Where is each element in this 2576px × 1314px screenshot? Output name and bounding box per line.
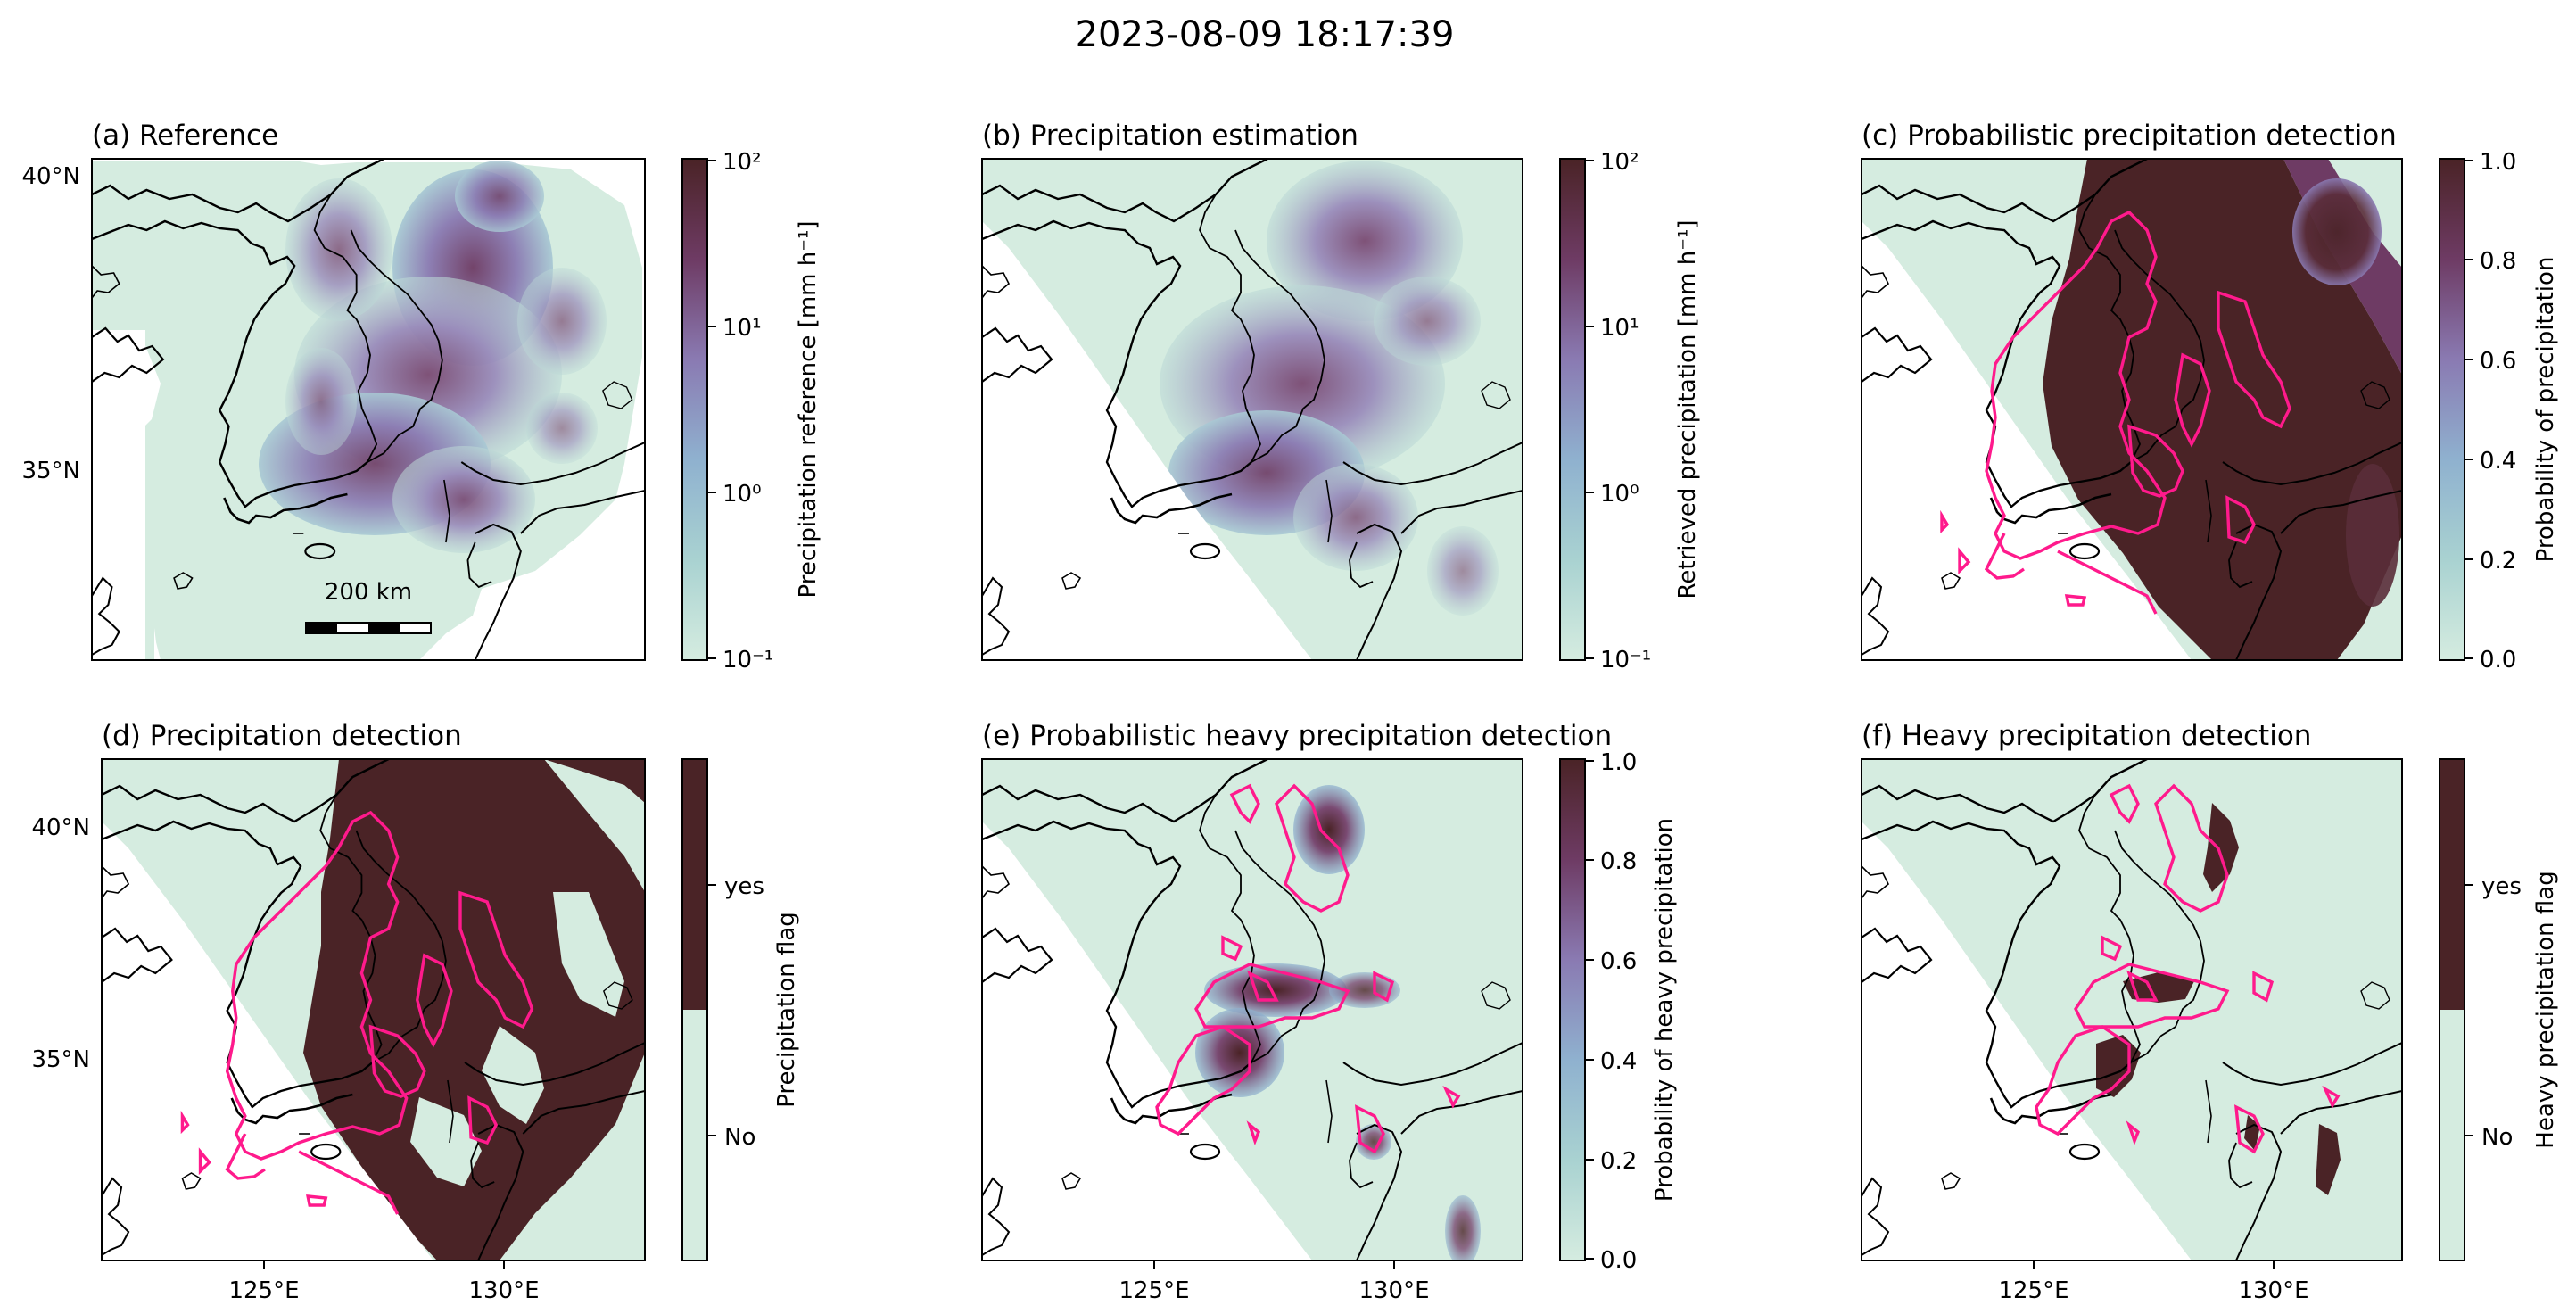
lon-label-130e-d: 130°E [468, 1277, 539, 1304]
panel-c-title: (c) Probabilistic precipitation detectio… [1862, 120, 2397, 152]
colorbar-e-tick-0-4: 0.4 [1600, 1048, 1637, 1075]
panel-d: (d) Precipitation detection 40°N 35°N 12… [31, 720, 800, 1304]
colorbar-a-ticks [707, 160, 716, 659]
panel-e: (e) Probabilistic heavy precipitation de… [981, 720, 1678, 1304]
colorbar-c-tick-0-0: 0.0 [2480, 647, 2516, 674]
panel-c-map [1862, 159, 2402, 660]
panel-f: (f) Heavy precipitation detection 125°E … [1861, 720, 2559, 1304]
lat-label-40n-d: 40°N [31, 814, 90, 841]
colorbar-b [1559, 158, 1586, 661]
panel-b-title: (b) Precipitation estimation [982, 120, 1358, 152]
lon-ticks-f [2033, 1260, 2275, 1269]
colorbar-a-label: Precipitation reference [mm h⁻¹] [795, 220, 822, 598]
colorbar-a-tick-01: 10⁻¹ [722, 647, 773, 674]
colorbar-b-tick-100: 10² [1600, 149, 1639, 176]
colorbar-f-tick-yes: yes [2481, 873, 2522, 900]
colorbar-d-tick-no: No [724, 1124, 755, 1151]
colorbar-c-tick-0-8: 0.8 [2480, 248, 2516, 275]
panel-d-map [102, 759, 645, 1260]
panel-a-title: (a) Reference [92, 120, 278, 152]
panel-e-map [982, 759, 1523, 1260]
colorbar-b-label: Retrieved precipitation [mm h⁻¹] [1674, 219, 1701, 599]
colorbar-b-tick-01: 10⁻¹ [1600, 647, 1651, 674]
panel-e-title: (e) Probabilistic heavy precipitation de… [982, 720, 1612, 752]
colorbar-e [1559, 758, 1586, 1261]
figure-title: 2023-08-09 18:17:39 [1076, 14, 1455, 55]
panel-f-map [1862, 759, 2402, 1260]
colorbar-e-label: Probability of heavy precipitation [1651, 818, 1678, 1202]
colorbar-c-tick-1-0: 1.0 [2480, 149, 2516, 176]
colorbar-e-tick-0-6: 0.6 [1600, 948, 1637, 975]
colorbar-a-tick-1: 10⁰ [722, 481, 762, 508]
panel-b-map [982, 159, 1523, 660]
colorbar-b-ticks [1585, 160, 1594, 659]
colorbar-b-tick-1: 10⁰ [1600, 481, 1639, 508]
panel-f-title: (f) Heavy precipitation detection [1862, 720, 2311, 752]
lat-label-35n-d: 35°N [31, 1046, 90, 1073]
lat-label-35n: 35°N [21, 458, 80, 484]
colorbar-a-tick-100: 10² [722, 149, 762, 176]
lon-label-130e-f: 130°E [2238, 1277, 2308, 1304]
lat-label-40n: 40°N [21, 163, 80, 190]
colorbar-c-tick-0-6: 0.6 [2480, 348, 2516, 375]
panel-c: (c) Probabilistic precipitation detectio… [1861, 120, 2559, 674]
lon-label-125e-d: 125°E [228, 1277, 299, 1304]
colorbar-f-tick-no: No [2481, 1124, 2513, 1151]
colorbar-d [681, 758, 716, 1261]
colorbar-e-ticks [1585, 760, 1594, 1260]
panel-a: (a) Reference 200 km [21, 120, 822, 674]
colorbar-e-tick-0-2: 0.2 [1600, 1148, 1637, 1175]
colorbar-c-ticks [2465, 160, 2473, 659]
colorbar-a [681, 158, 708, 661]
colorbar-f-label: Heavy precipitation flag [2532, 871, 2559, 1148]
colorbar-d-tick-yes: yes [724, 873, 764, 900]
colorbar-c-tick-0-2: 0.2 [2480, 548, 2516, 574]
lon-ticks-d [263, 1260, 505, 1269]
colorbar-c-tick-0-4: 0.4 [2480, 448, 2516, 475]
colorbar-a-tick-10: 10¹ [722, 315, 762, 342]
colorbar-f [2439, 758, 2473, 1261]
lon-label-125e-f: 125°E [1998, 1277, 2068, 1304]
lon-ticks-e [1153, 1260, 1395, 1269]
colorbar-e-tick-1-0: 1.0 [1600, 749, 1637, 776]
colorbar-e-tick-0-0: 0.0 [1600, 1247, 1637, 1274]
scalebar-label: 200 km [325, 579, 412, 606]
colorbar-e-tick-0-8: 0.8 [1600, 848, 1637, 875]
panel-a-map: 200 km [92, 159, 645, 660]
colorbar-c [2439, 158, 2465, 661]
colorbar-c-label: Probability of precipitation [2532, 257, 2559, 563]
panel-b: (b) Precipitation estimation 10² 10¹ 10⁰… [981, 120, 1701, 674]
colorbar-b-tick-10: 10¹ [1600, 315, 1639, 342]
scalebar [305, 622, 432, 634]
lon-label-130e-e: 130°E [1358, 1277, 1429, 1304]
panel-d-title: (d) Precipitation detection [102, 720, 462, 752]
colorbar-d-label: Precipitation flag [773, 912, 800, 1108]
lon-label-125e-e: 125°E [1119, 1277, 1189, 1304]
